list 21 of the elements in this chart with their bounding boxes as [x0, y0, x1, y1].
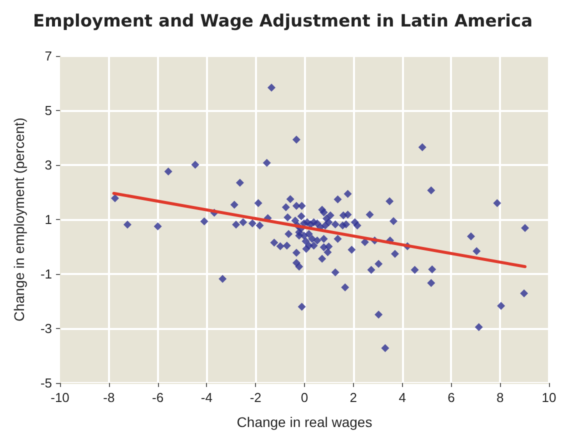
- x-tick-label: 10: [542, 390, 556, 405]
- y-tick-label: -5: [40, 376, 52, 390]
- y-tick-label: 3: [44, 158, 52, 172]
- x-tick-label: 6: [448, 390, 455, 405]
- y-axis-title: Change in employment (percent): [11, 118, 27, 322]
- x-tick-label: 2: [350, 390, 358, 405]
- y-tick-label: 7: [44, 48, 52, 64]
- x-tick-label: -6: [152, 390, 164, 405]
- x-tick-label: 4: [398, 390, 406, 405]
- x-tick-label: -4: [200, 390, 212, 405]
- x-tick-label: -2: [250, 390, 262, 405]
- y-tick-label: 5: [44, 103, 52, 118]
- x-tick-label: -10: [50, 390, 70, 405]
- y-tick-label: -3: [40, 321, 52, 336]
- x-tick-label: 8: [496, 390, 504, 405]
- x-axis-title: Change in real wages: [236, 414, 372, 430]
- y-tick-label: 1: [44, 212, 52, 227]
- chart-title: Employment and Wage Adjustment in Latin America: [33, 12, 533, 32]
- y-tick-label: -1: [40, 266, 52, 282]
- x-tick-label: -8: [103, 390, 115, 405]
- x-tick-label: 0: [300, 390, 308, 405]
